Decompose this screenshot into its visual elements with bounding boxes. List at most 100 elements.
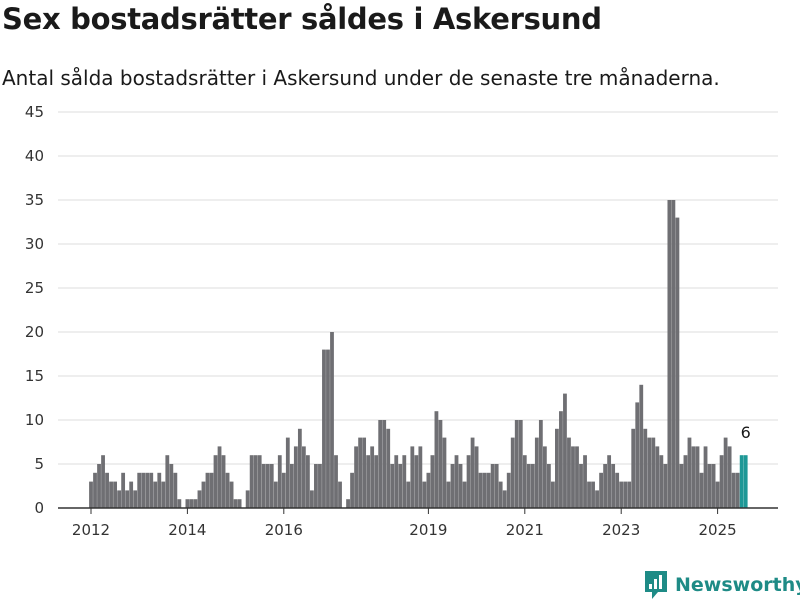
bar xyxy=(470,437,475,508)
bar xyxy=(571,446,575,508)
bar xyxy=(249,455,254,508)
bar xyxy=(414,455,419,508)
newsworthy-logo-icon xyxy=(645,571,667,599)
bar xyxy=(145,472,150,508)
bar xyxy=(647,437,652,508)
bar xyxy=(723,437,728,508)
bar xyxy=(273,481,278,508)
bar xyxy=(546,464,551,508)
bar xyxy=(346,499,350,508)
chart-title: Sex bostadsrätter såldes i Askersund xyxy=(2,2,602,36)
bar xyxy=(526,464,531,508)
bar xyxy=(189,499,194,508)
bar xyxy=(559,411,563,508)
bar xyxy=(193,499,198,508)
bar xyxy=(430,455,435,508)
bar xyxy=(707,464,712,508)
bar-highlight xyxy=(743,455,748,508)
bar xyxy=(217,446,222,508)
bar xyxy=(514,420,519,508)
bar xyxy=(587,481,591,508)
bar xyxy=(410,446,415,508)
bar xyxy=(394,455,399,508)
x-tick-label: 2012 xyxy=(72,521,110,539)
bar xyxy=(583,455,587,508)
bar xyxy=(406,481,411,508)
bar xyxy=(177,499,182,508)
y-tick-label: 40 xyxy=(25,147,44,165)
bar xyxy=(185,499,190,508)
bar xyxy=(141,472,146,508)
x-tick-label: 2016 xyxy=(265,521,303,539)
y-tick-label: 25 xyxy=(25,279,44,297)
bar xyxy=(695,446,700,508)
bar xyxy=(277,455,282,508)
bar xyxy=(422,481,427,508)
bar xyxy=(161,481,166,508)
bar xyxy=(715,481,720,508)
bar xyxy=(615,472,620,508)
y-tick-label: 5 xyxy=(34,455,44,473)
bar xyxy=(358,437,363,508)
bar xyxy=(109,481,113,508)
bar xyxy=(735,472,740,508)
bar xyxy=(458,464,463,508)
bar xyxy=(133,490,138,508)
bar xyxy=(679,464,684,508)
y-tick-label: 30 xyxy=(25,235,44,253)
bar xyxy=(334,455,338,508)
bar xyxy=(627,481,632,508)
bar xyxy=(105,472,109,508)
x-tick-label: 2023 xyxy=(602,521,640,539)
bar xyxy=(338,481,342,508)
x-tick-label: 2025 xyxy=(699,521,737,539)
bar xyxy=(173,472,178,508)
bar xyxy=(125,490,130,508)
bar xyxy=(534,437,539,508)
bar xyxy=(93,472,97,508)
x-tick-label: 2014 xyxy=(168,521,206,539)
bar xyxy=(293,446,298,508)
bar xyxy=(370,446,375,508)
brand-name: Newsworthy xyxy=(675,574,800,596)
bar xyxy=(442,437,447,508)
bar xyxy=(542,446,547,508)
bar xyxy=(711,464,716,508)
last-value-label: 6 xyxy=(741,423,751,442)
chart-subtitle: Antal sålda bostadsrätter i Askersund un… xyxy=(2,66,720,90)
bar xyxy=(522,455,527,508)
bar xyxy=(490,464,495,508)
bar xyxy=(635,402,640,508)
bar xyxy=(129,481,134,508)
bar xyxy=(699,472,704,508)
bar xyxy=(374,455,379,508)
bar xyxy=(703,446,708,508)
bar xyxy=(366,455,371,508)
bar xyxy=(398,464,403,508)
bar xyxy=(237,499,242,508)
bar xyxy=(486,472,491,508)
bar xyxy=(213,455,218,508)
bar xyxy=(671,200,676,508)
brand-logo: Newsworthy xyxy=(644,570,800,600)
y-tick-label: 10 xyxy=(25,411,44,429)
bar xyxy=(663,464,668,508)
bar xyxy=(350,472,354,508)
bar xyxy=(322,349,326,508)
bar xyxy=(165,455,170,508)
x-axis xyxy=(58,507,778,514)
bar xyxy=(567,437,571,508)
bar xyxy=(245,490,250,508)
bar xyxy=(169,464,174,508)
bar xyxy=(418,446,423,508)
bar xyxy=(611,464,616,508)
bar xyxy=(551,481,555,508)
bar xyxy=(510,437,515,508)
bar xyxy=(482,472,487,508)
bar xyxy=(595,490,599,508)
bar xyxy=(579,464,583,508)
bar xyxy=(727,446,732,508)
bar xyxy=(643,428,648,508)
bar xyxy=(655,446,660,508)
bar xyxy=(563,393,567,508)
